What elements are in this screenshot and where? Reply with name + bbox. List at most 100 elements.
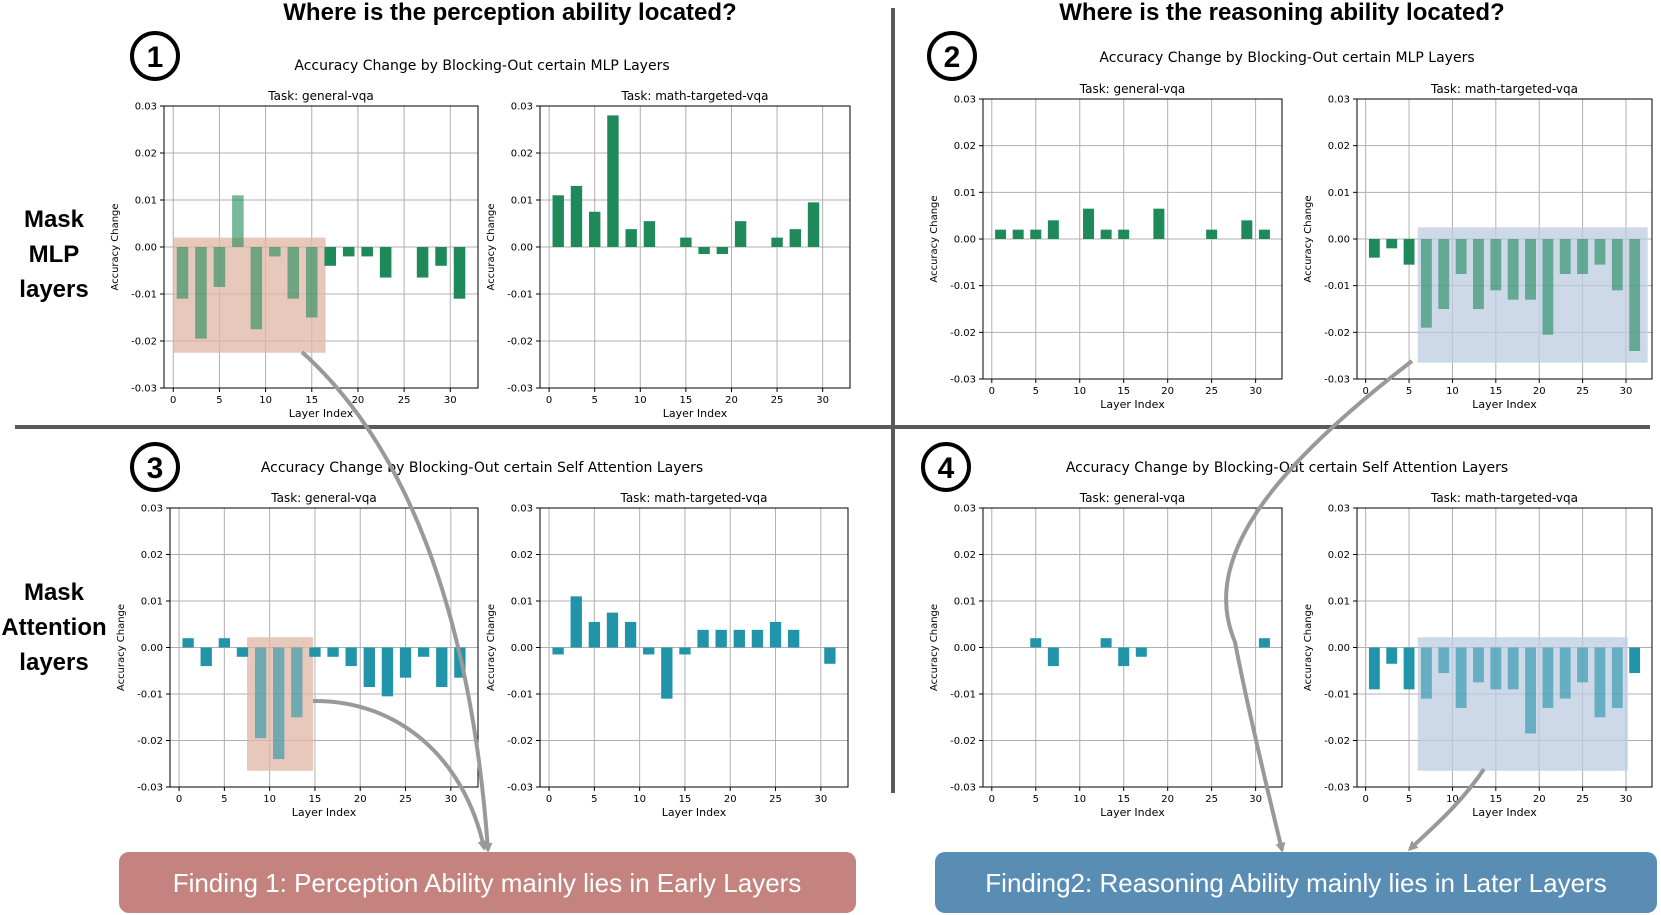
badge-1-circle bbox=[130, 31, 180, 81]
bar-layer-7 bbox=[1047, 220, 1059, 239]
panel-title: Task: math-targeted-vqa bbox=[1430, 491, 1578, 505]
x-tick-label: 0 bbox=[1362, 794, 1368, 805]
q1-suptitle: Accuracy Change by Blocking-Out certain … bbox=[294, 58, 669, 74]
y-tick-label: 0.01 bbox=[511, 196, 533, 207]
chart-q3-math-targeted-vqa: 0 5 10 15 20 25 30 -0.03 -0.02 -0.01 0.00 0.01 0.02 0… bbox=[486, 491, 849, 819]
y-tick-label: 0.00 bbox=[954, 235, 976, 246]
x-tick-label: 15 bbox=[1489, 386, 1502, 397]
bar-layer-1 bbox=[1368, 647, 1380, 690]
chart-q4-general-vqa: 0 5 10 15 20 25 30 -0.03 -0.02 -0.01 0.00 0.01 0.02 0… bbox=[929, 491, 1283, 819]
bar-layer-19 bbox=[715, 629, 727, 648]
finding-1-box: Finding 1: Perception Ability mainly lie… bbox=[119, 852, 856, 913]
bar-layer-9 bbox=[1438, 647, 1450, 674]
bar-layer-13 bbox=[287, 247, 300, 299]
panel-title: Task: general-vqa bbox=[1079, 491, 1185, 505]
highlight-region bbox=[1417, 637, 1628, 771]
x-axis-label: Layer Index bbox=[1100, 806, 1165, 819]
x-tick-label: 20 bbox=[354, 794, 367, 805]
bar-layer-25 bbox=[1577, 239, 1589, 274]
x-tick-label: 15 bbox=[1117, 794, 1130, 805]
y-axis-label: Accuracy Change bbox=[116, 604, 127, 691]
x-tick-label: 25 bbox=[1576, 794, 1589, 805]
x-tick-label: 0 bbox=[546, 395, 552, 406]
bar-layer-23 bbox=[379, 247, 392, 278]
bar-layer-11 bbox=[1083, 208, 1095, 239]
y-tick-label: 0.01 bbox=[135, 196, 157, 207]
y-tick-label: 0.03 bbox=[511, 504, 533, 515]
x-tick-label: 5 bbox=[1406, 386, 1412, 397]
y-tick-label: 0.00 bbox=[511, 243, 533, 254]
x-tick-label: 25 bbox=[398, 395, 411, 406]
bar-layer-19 bbox=[1153, 208, 1165, 239]
chart-q1-general-vqa: 0 5 10 15 20 25 30 -0.03 -0.02 -0.01 0.00 0.01 0.02 0… bbox=[110, 89, 479, 420]
bar-layer-27 bbox=[1594, 239, 1606, 265]
y-tick-label: 0.03 bbox=[135, 102, 157, 113]
bar-layer-15 bbox=[1490, 239, 1502, 291]
x-tick-label: 25 bbox=[1205, 386, 1218, 397]
x-tick-label: 5 bbox=[591, 794, 597, 805]
x-tick-label: 10 bbox=[1446, 386, 1459, 397]
y-tick-label: 0.01 bbox=[511, 597, 533, 608]
y-tick-label: 0.00 bbox=[511, 643, 533, 654]
bar-layer-17 bbox=[324, 247, 337, 266]
x-tick-label: 10 bbox=[634, 395, 647, 406]
x-tick-label: 0 bbox=[989, 386, 995, 397]
bar-layer-3 bbox=[195, 247, 207, 339]
x-tick-label: 25 bbox=[1205, 794, 1218, 805]
x-tick-label: 10 bbox=[1073, 794, 1086, 805]
x-axis-label: Layer Index bbox=[292, 806, 357, 819]
finding-2-text: Finding2: Reasoning Ability mainly lies … bbox=[985, 868, 1606, 898]
y-tick-label: 0.02 bbox=[141, 550, 163, 561]
x-tick-label: 0 bbox=[1362, 386, 1368, 397]
x-tick-label: 10 bbox=[263, 794, 276, 805]
panel-title: Task: general-vqa bbox=[267, 89, 373, 103]
row-label-mlp-line3: layers bbox=[19, 276, 88, 303]
x-tick-label: 25 bbox=[771, 395, 784, 406]
bar-layer-5 bbox=[218, 638, 231, 648]
x-axis-label: Layer Index bbox=[1472, 398, 1537, 411]
x-tick-label: 0 bbox=[170, 395, 176, 406]
row-label-attn-line3: layers bbox=[19, 649, 88, 676]
y-axis-label: Accuracy Change bbox=[929, 604, 940, 691]
y-tick-label: 0.02 bbox=[511, 550, 533, 561]
row-label-attn-line1: Mask bbox=[24, 579, 85, 606]
bar-layer-25 bbox=[769, 621, 782, 648]
row-label-attn-line2: Attention bbox=[1, 614, 106, 641]
bar-layer-9 bbox=[625, 229, 637, 247]
y-tick-label: 0.00 bbox=[1328, 235, 1350, 246]
y-tick-label: -0.01 bbox=[1324, 690, 1350, 701]
y-tick-label: -0.03 bbox=[507, 783, 533, 794]
badge-1-number: 1 bbox=[147, 41, 164, 74]
x-axis-label: Layer Index bbox=[289, 407, 354, 420]
y-tick-label: -0.03 bbox=[131, 384, 157, 395]
y-axis-label: Accuracy Change bbox=[110, 203, 121, 290]
bar-layer-15 bbox=[1118, 647, 1130, 667]
bar-layer-23 bbox=[751, 629, 764, 648]
bar-layer-7 bbox=[1420, 647, 1432, 699]
x-tick-label: 20 bbox=[724, 794, 737, 805]
y-tick-label: 0.03 bbox=[954, 504, 976, 515]
y-axis-label: Accuracy Change bbox=[486, 604, 497, 691]
y-tick-label: 0.00 bbox=[141, 643, 163, 654]
bar-layer-25 bbox=[1577, 647, 1589, 683]
bar-layer-25 bbox=[771, 237, 783, 247]
bar-layer-15 bbox=[309, 647, 321, 657]
y-tick-label: 0.01 bbox=[141, 597, 163, 608]
bar-layer-7 bbox=[606, 612, 619, 648]
bar-layer-29 bbox=[1611, 239, 1623, 291]
x-tick-label: 30 bbox=[1620, 794, 1633, 805]
x-axis-label: Layer Index bbox=[1100, 398, 1165, 411]
bar-layer-17 bbox=[1135, 647, 1147, 657]
bar-layer-27 bbox=[787, 629, 800, 648]
chart-q2-math-targeted-vqa: 0 5 10 15 20 25 30 -0.03 -0.02 -0.01 0.00 0.01 0.02 0… bbox=[1303, 82, 1653, 411]
row-label-mlp-line2: MLP bbox=[29, 241, 80, 268]
y-tick-label: -0.01 bbox=[507, 290, 533, 301]
bar-layer-3 bbox=[200, 647, 212, 667]
y-tick-label: 0.01 bbox=[1328, 597, 1350, 608]
y-tick-label: 0.02 bbox=[1328, 550, 1350, 561]
panel-title: Task: math-targeted-vqa bbox=[619, 491, 767, 505]
heading-reasoning: Where is the reasoning ability located? bbox=[1059, 0, 1504, 26]
badge-3-number: 3 bbox=[147, 452, 164, 485]
y-tick-label: -0.03 bbox=[950, 783, 976, 794]
x-tick-label: 30 bbox=[816, 395, 829, 406]
